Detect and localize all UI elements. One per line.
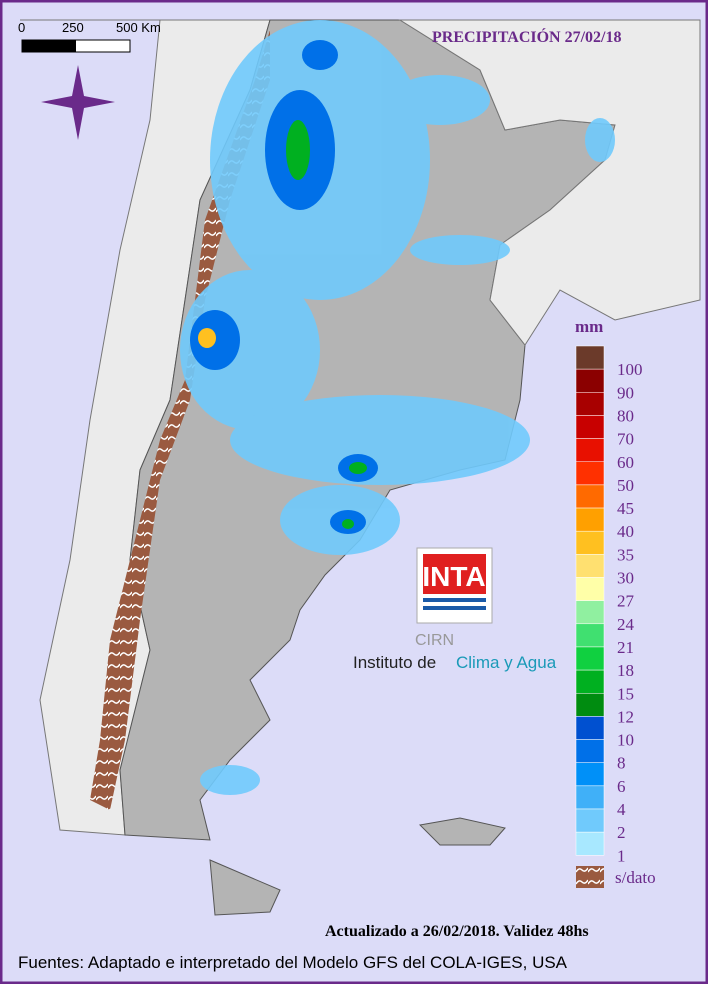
legend-label: 35: [617, 545, 634, 564]
legend-label: s/dato: [615, 868, 656, 887]
legend-label: 40: [617, 522, 634, 541]
legend-swatch: [575, 484, 605, 509]
legend-label: 15: [617, 684, 634, 703]
legend-swatch: [575, 646, 605, 671]
legend-unit: mm: [575, 317, 603, 336]
scale-label: 250: [62, 20, 84, 35]
legend-swatch: [575, 785, 605, 810]
title: PRECIPITACIÓN 27/02/18: [432, 27, 622, 46]
legend-swatch: [575, 345, 605, 370]
legend-label: 27: [617, 592, 635, 611]
legend-swatch: [575, 693, 605, 717]
logo-stripe: [423, 598, 486, 602]
precip-max: [198, 328, 216, 348]
logo-stripe: [423, 606, 486, 610]
legend-swatch: [575, 669, 605, 694]
legend-swatch: [575, 438, 605, 463]
legend-swatch: [575, 600, 605, 625]
legend-swatch: [575, 368, 605, 393]
legend-label: 90: [617, 383, 634, 402]
legend-label: 50: [617, 476, 634, 495]
legend-swatch: [576, 866, 604, 888]
legend-label: 18: [617, 661, 634, 680]
legend-swatch: [575, 716, 605, 740]
logo-inta: INTA: [422, 561, 485, 592]
precip-areas: [180, 20, 615, 795]
legend-label: 70: [617, 430, 634, 449]
legend-swatch: [575, 415, 605, 439]
legend-swatch: [575, 577, 605, 601]
legend-label: 24: [617, 615, 635, 634]
sources-note: Fuentes: Adaptado e interpretado del Mod…: [18, 953, 568, 972]
logo-institute-highlight: Clima y Agua: [456, 653, 557, 672]
compass: [41, 65, 115, 140]
malvinas: [418, 817, 506, 846]
legend-label: 12: [617, 707, 634, 726]
legend-label: 80: [617, 406, 634, 425]
precip-peaks: [286, 120, 367, 529]
legend-swatch: [575, 831, 605, 856]
scale-label: 0: [18, 20, 25, 35]
legend-swatch: [575, 739, 605, 763]
updated-note: Actualizado a 26/02/2018. Validez 48hs: [325, 923, 589, 940]
legend-label: 2: [617, 823, 626, 842]
legend-label: 45: [617, 499, 634, 518]
legend-swatch: [575, 530, 605, 555]
legend-swatch: [575, 762, 605, 787]
no-data-zone: [90, 30, 270, 810]
legend-label: 60: [617, 453, 634, 472]
legend-label: 1: [617, 846, 626, 865]
legend-label: 21: [617, 638, 634, 657]
legend-label: 100: [617, 360, 643, 379]
scale-bar-fill: [22, 40, 76, 52]
legend-label: 4: [617, 800, 626, 819]
logo-red: [423, 554, 486, 594]
legend-label: 6: [617, 777, 626, 796]
legend-swatch: [575, 461, 605, 486]
scale-label: 500 Km: [116, 20, 161, 35]
logo-cirn: CIRN: [415, 632, 454, 649]
legend-swatch: [575, 554, 605, 578]
legend-swatch: [575, 808, 605, 833]
tierra-del-fuego: [209, 859, 281, 916]
legend-label: 8: [617, 754, 626, 773]
legend-swatch: [575, 392, 605, 416]
logo-institute: Instituto de: [353, 653, 436, 672]
legend-label: 30: [617, 569, 634, 588]
legend-swatch: [575, 623, 605, 648]
legend-swatch: [575, 507, 605, 532]
legend-label: 10: [617, 731, 634, 750]
